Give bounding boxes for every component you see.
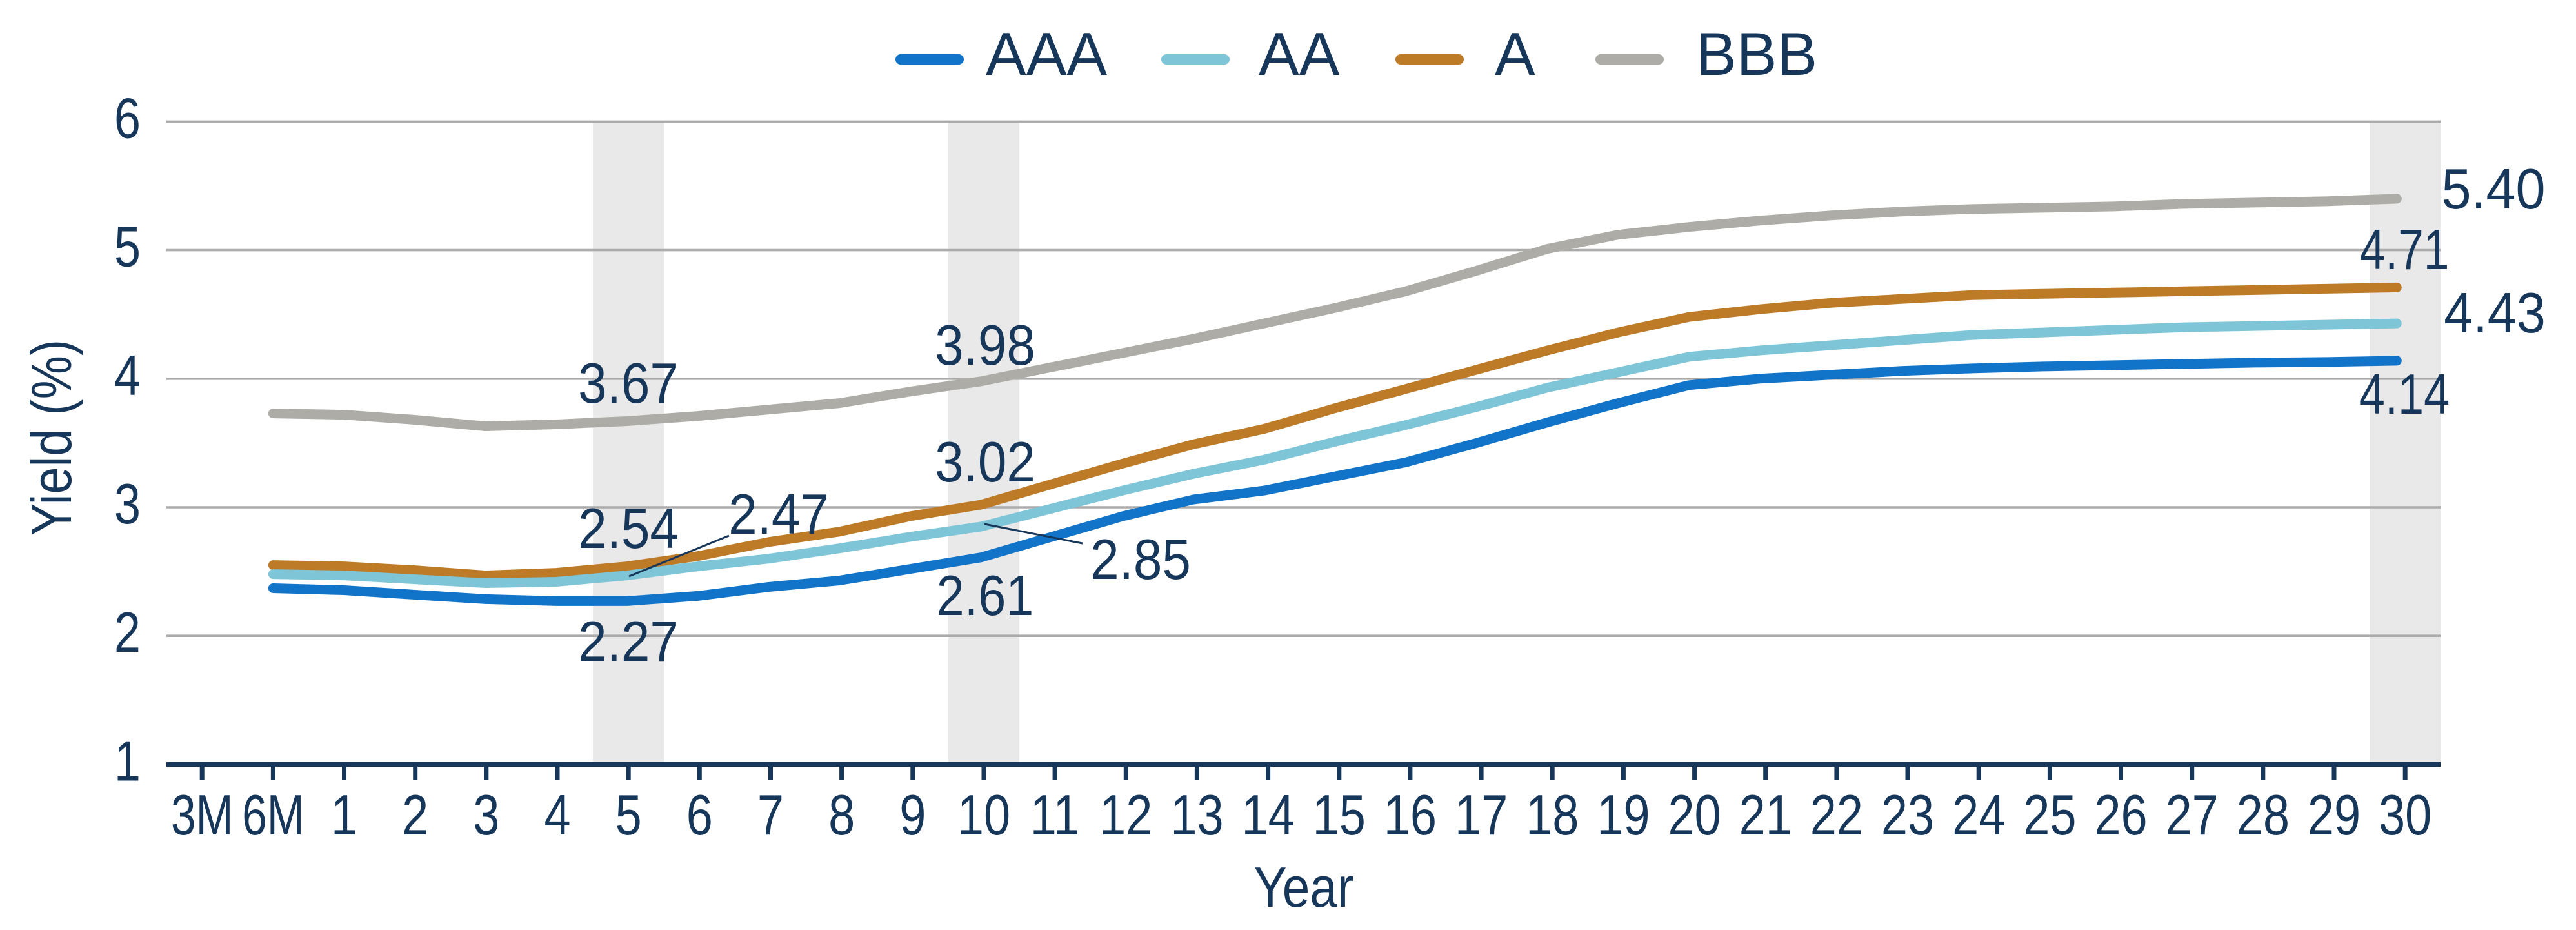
svg-text:30: 30 xyxy=(2379,783,2431,847)
svg-text:16: 16 xyxy=(1384,783,1437,847)
svg-text:6M: 6M xyxy=(242,783,305,847)
svg-text:2.27: 2.27 xyxy=(578,610,679,673)
svg-text:4.71: 4.71 xyxy=(2360,218,2450,281)
svg-text:AA: AA xyxy=(1259,20,1340,88)
svg-text:18: 18 xyxy=(1526,783,1579,847)
svg-text:22: 22 xyxy=(1810,783,1863,847)
svg-text:2: 2 xyxy=(402,783,428,847)
svg-text:15: 15 xyxy=(1313,783,1366,847)
svg-text:29: 29 xyxy=(2308,783,2361,847)
svg-text:3: 3 xyxy=(473,783,499,847)
svg-text:4.14: 4.14 xyxy=(2359,363,2450,426)
svg-text:28: 28 xyxy=(2237,783,2290,847)
svg-text:Year: Year xyxy=(1254,856,1354,919)
svg-text:1: 1 xyxy=(114,729,141,793)
svg-text:24: 24 xyxy=(1952,783,2005,847)
svg-text:26: 26 xyxy=(2094,783,2147,847)
svg-text:2.54: 2.54 xyxy=(578,497,679,560)
svg-text:4.43: 4.43 xyxy=(2444,281,2546,345)
svg-text:10: 10 xyxy=(957,783,1010,847)
svg-text:5: 5 xyxy=(615,783,642,847)
svg-text:7: 7 xyxy=(757,783,784,847)
svg-text:12: 12 xyxy=(1099,783,1152,847)
svg-text:8: 8 xyxy=(828,783,855,847)
svg-text:13: 13 xyxy=(1170,783,1223,847)
svg-text:3.02: 3.02 xyxy=(935,430,1035,494)
svg-text:2.47: 2.47 xyxy=(728,483,829,546)
svg-text:27: 27 xyxy=(2166,783,2219,847)
svg-text:Yield (%): Yield (%) xyxy=(21,339,84,536)
svg-text:6: 6 xyxy=(686,783,713,847)
svg-text:11: 11 xyxy=(1030,783,1080,847)
svg-text:2: 2 xyxy=(114,601,141,665)
svg-text:23: 23 xyxy=(1881,783,1934,847)
svg-text:6: 6 xyxy=(114,86,141,150)
svg-text:4: 4 xyxy=(544,783,570,847)
svg-text:5: 5 xyxy=(114,216,141,279)
svg-text:3.98: 3.98 xyxy=(935,314,1035,377)
svg-text:9: 9 xyxy=(899,783,926,847)
svg-text:19: 19 xyxy=(1597,783,1650,847)
svg-text:4: 4 xyxy=(114,344,141,408)
svg-text:2.61: 2.61 xyxy=(937,563,1034,627)
svg-text:20: 20 xyxy=(1668,783,1721,847)
svg-text:AAA: AAA xyxy=(986,20,1107,88)
svg-text:3M: 3M xyxy=(171,783,234,847)
svg-text:14: 14 xyxy=(1241,783,1294,847)
svg-text:21: 21 xyxy=(1739,783,1792,847)
svg-text:3.67: 3.67 xyxy=(578,352,679,415)
svg-text:BBB: BBB xyxy=(1696,20,1817,88)
svg-text:1: 1 xyxy=(331,783,357,847)
svg-text:2.85: 2.85 xyxy=(1090,528,1191,591)
svg-text:5.40: 5.40 xyxy=(2442,158,2546,221)
svg-text:A: A xyxy=(1495,20,1535,88)
svg-text:17: 17 xyxy=(1455,783,1508,847)
svg-text:25: 25 xyxy=(2023,783,2076,847)
svg-text:3: 3 xyxy=(114,472,141,536)
